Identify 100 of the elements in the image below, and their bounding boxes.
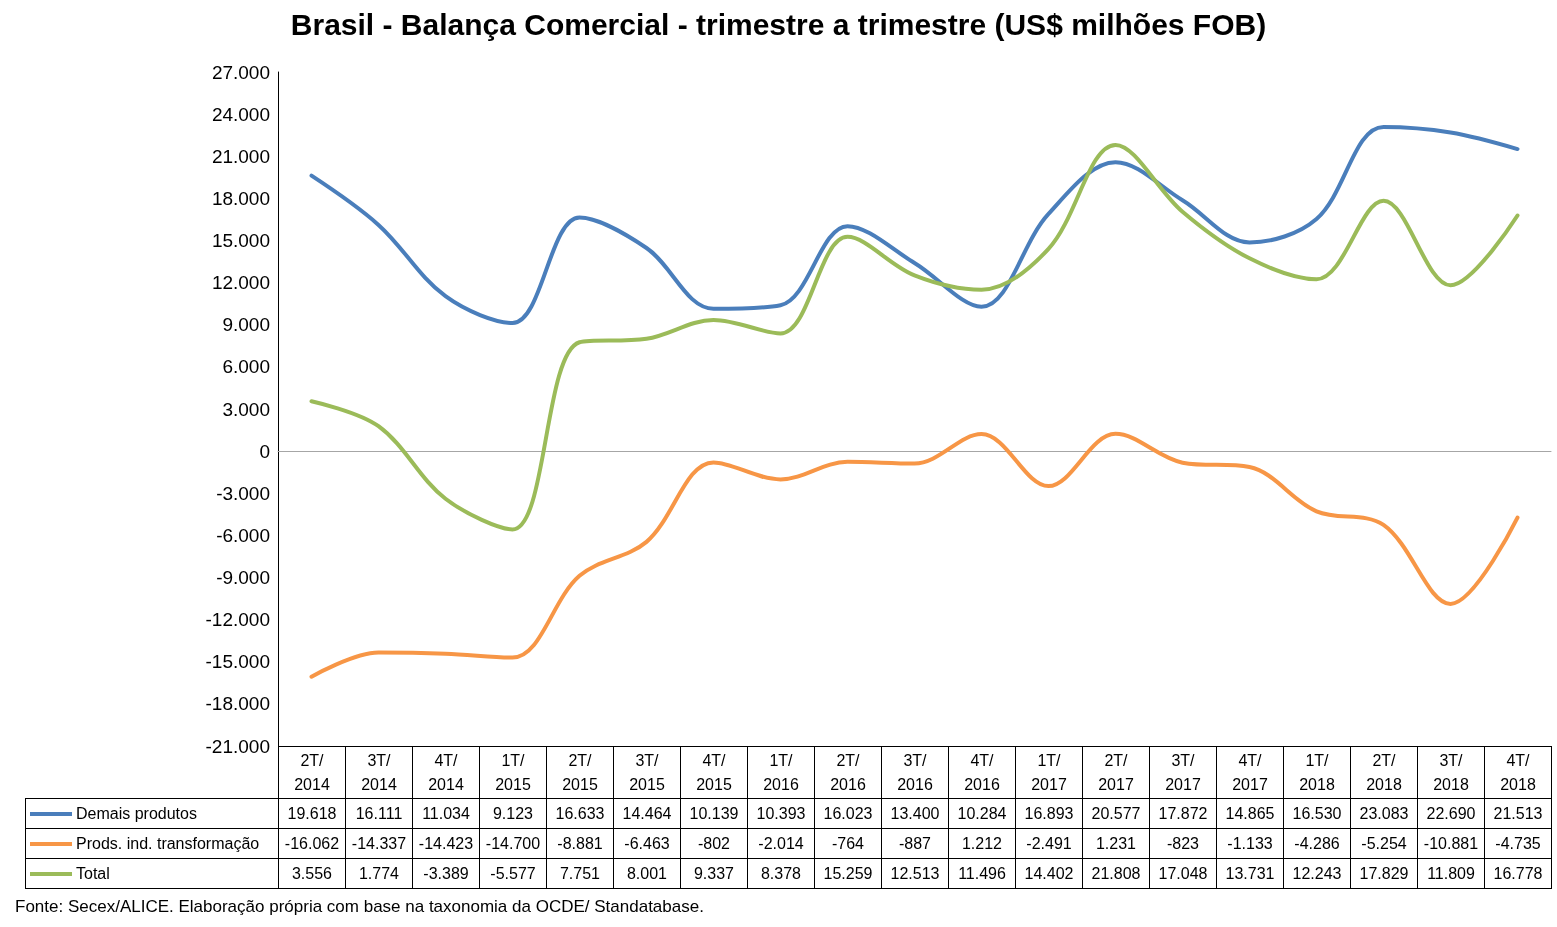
data-label: -802 xyxy=(680,828,748,859)
data-label: 7.751 xyxy=(546,858,614,889)
source-note: Fonte: Secex/ALICE. Elaboração própria com base na taxonomia da OCDE/ Standatabase. xyxy=(15,897,704,917)
data-label: 22.690 xyxy=(1417,798,1485,829)
x-tick-label: 2T/2016 xyxy=(814,746,882,799)
y-tick-label: -18.000 xyxy=(205,693,270,715)
x-tick-label: 4T/2017 xyxy=(1216,746,1284,799)
data-label: -14.423 xyxy=(412,828,480,859)
x-tick-label: 3T/2016 xyxy=(881,746,949,799)
data-label: 16.893 xyxy=(1015,798,1083,829)
y-tick-label: -12.000 xyxy=(205,609,270,631)
data-label: -14.700 xyxy=(479,828,547,859)
data-label: -14.337 xyxy=(345,828,413,859)
line-series xyxy=(309,431,1520,679)
y-tick-label: 21.000 xyxy=(211,145,270,167)
data-label: -2.491 xyxy=(1015,828,1083,859)
data-label: 14.865 xyxy=(1216,798,1284,829)
y-tick-label: -9.000 xyxy=(216,567,270,588)
x-tick-label: 4T/2018 xyxy=(1484,746,1552,799)
x-tick-label: 1T/2018 xyxy=(1283,746,1351,799)
data-label: 1.212 xyxy=(948,828,1016,859)
data-label: -823 xyxy=(1149,828,1217,859)
data-label: 21.808 xyxy=(1082,858,1150,889)
data-label: 8.378 xyxy=(747,858,815,889)
data-label: 10.284 xyxy=(948,798,1016,829)
data-label: 16.111 xyxy=(345,798,413,829)
data-label: 11.034 xyxy=(412,798,480,829)
x-tick-label: 2T/2017 xyxy=(1082,746,1150,799)
data-label: 3.556 xyxy=(278,858,346,889)
x-tick-label: 3T/2017 xyxy=(1149,746,1217,799)
data-label: 10.393 xyxy=(747,798,815,829)
data-label: 15.259 xyxy=(814,858,882,889)
y-tick-label: 6.000 xyxy=(222,356,270,378)
data-label: 1.231 xyxy=(1082,828,1150,859)
data-label: -4.735 xyxy=(1484,828,1552,859)
data-label: -2.014 xyxy=(747,828,815,859)
y-tick-label: -3.000 xyxy=(216,482,270,504)
data-label: 12.243 xyxy=(1283,858,1351,889)
data-label: 14.402 xyxy=(1015,858,1083,889)
x-tick-label: 4T/2016 xyxy=(948,746,1016,799)
data-label: 16.778 xyxy=(1484,858,1552,889)
data-label: 11.809 xyxy=(1417,858,1485,889)
data-label: 1.774 xyxy=(345,858,413,889)
x-tick-label: 1T/2017 xyxy=(1015,746,1083,799)
y-tick-label: 9.000 xyxy=(222,314,270,336)
chart-title: Brasil - Balança Comercial - trimestre a trimestre (US$ milhões FOB) xyxy=(289,8,1268,42)
data-label: -4.286 xyxy=(1283,828,1351,859)
data-label: -16.062 xyxy=(278,828,346,859)
data-label: -3.389 xyxy=(412,858,480,889)
data-label: 16.530 xyxy=(1283,798,1351,829)
x-tick-label: 2T/2014 xyxy=(278,746,346,799)
y-tick-label: -15.000 xyxy=(205,651,270,673)
data-label: 13.400 xyxy=(881,798,949,829)
y-tick-label: 0 xyxy=(259,440,270,462)
data-label: -1.133 xyxy=(1216,828,1284,859)
data-label: 19.618 xyxy=(278,798,346,829)
y-tick-label: -21.000 xyxy=(205,735,270,757)
y-tick-label: 3.000 xyxy=(222,398,270,420)
data-label: 16.023 xyxy=(814,798,882,829)
data-label: 20.577 xyxy=(1082,798,1150,829)
legend-label: Total xyxy=(25,858,279,889)
y-tick-label: 15.000 xyxy=(211,230,270,251)
data-label: 8.001 xyxy=(613,858,681,889)
line-series xyxy=(309,142,1520,532)
data-label: 12.513 xyxy=(881,858,949,889)
data-label: -10.881 xyxy=(1417,828,1485,859)
y-tick-label: 18.000 xyxy=(211,187,270,209)
x-tick-label: 1T/2015 xyxy=(479,746,547,799)
data-label: 17.872 xyxy=(1149,798,1217,829)
x-tick-label: 3T/2018 xyxy=(1417,746,1485,799)
x-tick-label: 1T/2016 xyxy=(747,746,815,799)
data-label: 9.123 xyxy=(479,798,547,829)
x-tick-label: 4T/2015 xyxy=(680,746,748,799)
data-label: -8.881 xyxy=(546,828,614,859)
data-label: -887 xyxy=(881,828,949,859)
x-tick-label: 2T/2015 xyxy=(546,746,614,799)
legend-label: Demais produtos xyxy=(25,798,279,829)
y-tick-label: 27.000 xyxy=(211,61,270,83)
data-label: 11.496 xyxy=(948,858,1016,889)
data-label: 23.083 xyxy=(1350,798,1418,829)
data-label: -5.254 xyxy=(1350,828,1418,859)
data-label: 14.464 xyxy=(613,798,681,829)
data-label: -5.577 xyxy=(479,858,547,889)
y-tick-label: -6.000 xyxy=(216,524,270,546)
x-tick-label: 3T/2015 xyxy=(613,746,681,799)
data-label: 17.048 xyxy=(1149,858,1217,889)
x-tick-label: 3T/2014 xyxy=(345,746,413,799)
y-tick-label: 24.000 xyxy=(211,103,270,125)
x-tick-label: 4T/2014 xyxy=(412,746,480,799)
data-label: 17.829 xyxy=(1350,858,1418,889)
data-label: 10.139 xyxy=(680,798,748,829)
legend-label: Prods. ind. transformação xyxy=(25,828,279,859)
data-label: 13.731 xyxy=(1216,858,1284,889)
data-label: 21.513 xyxy=(1484,798,1552,829)
x-tick-label: 2T/2018 xyxy=(1350,746,1418,799)
data-label: 16.633 xyxy=(546,798,614,829)
data-label: -764 xyxy=(814,828,882,859)
data-label: -6.463 xyxy=(613,828,681,859)
y-tick-label: 12.000 xyxy=(211,272,270,294)
line-series xyxy=(309,125,1520,326)
